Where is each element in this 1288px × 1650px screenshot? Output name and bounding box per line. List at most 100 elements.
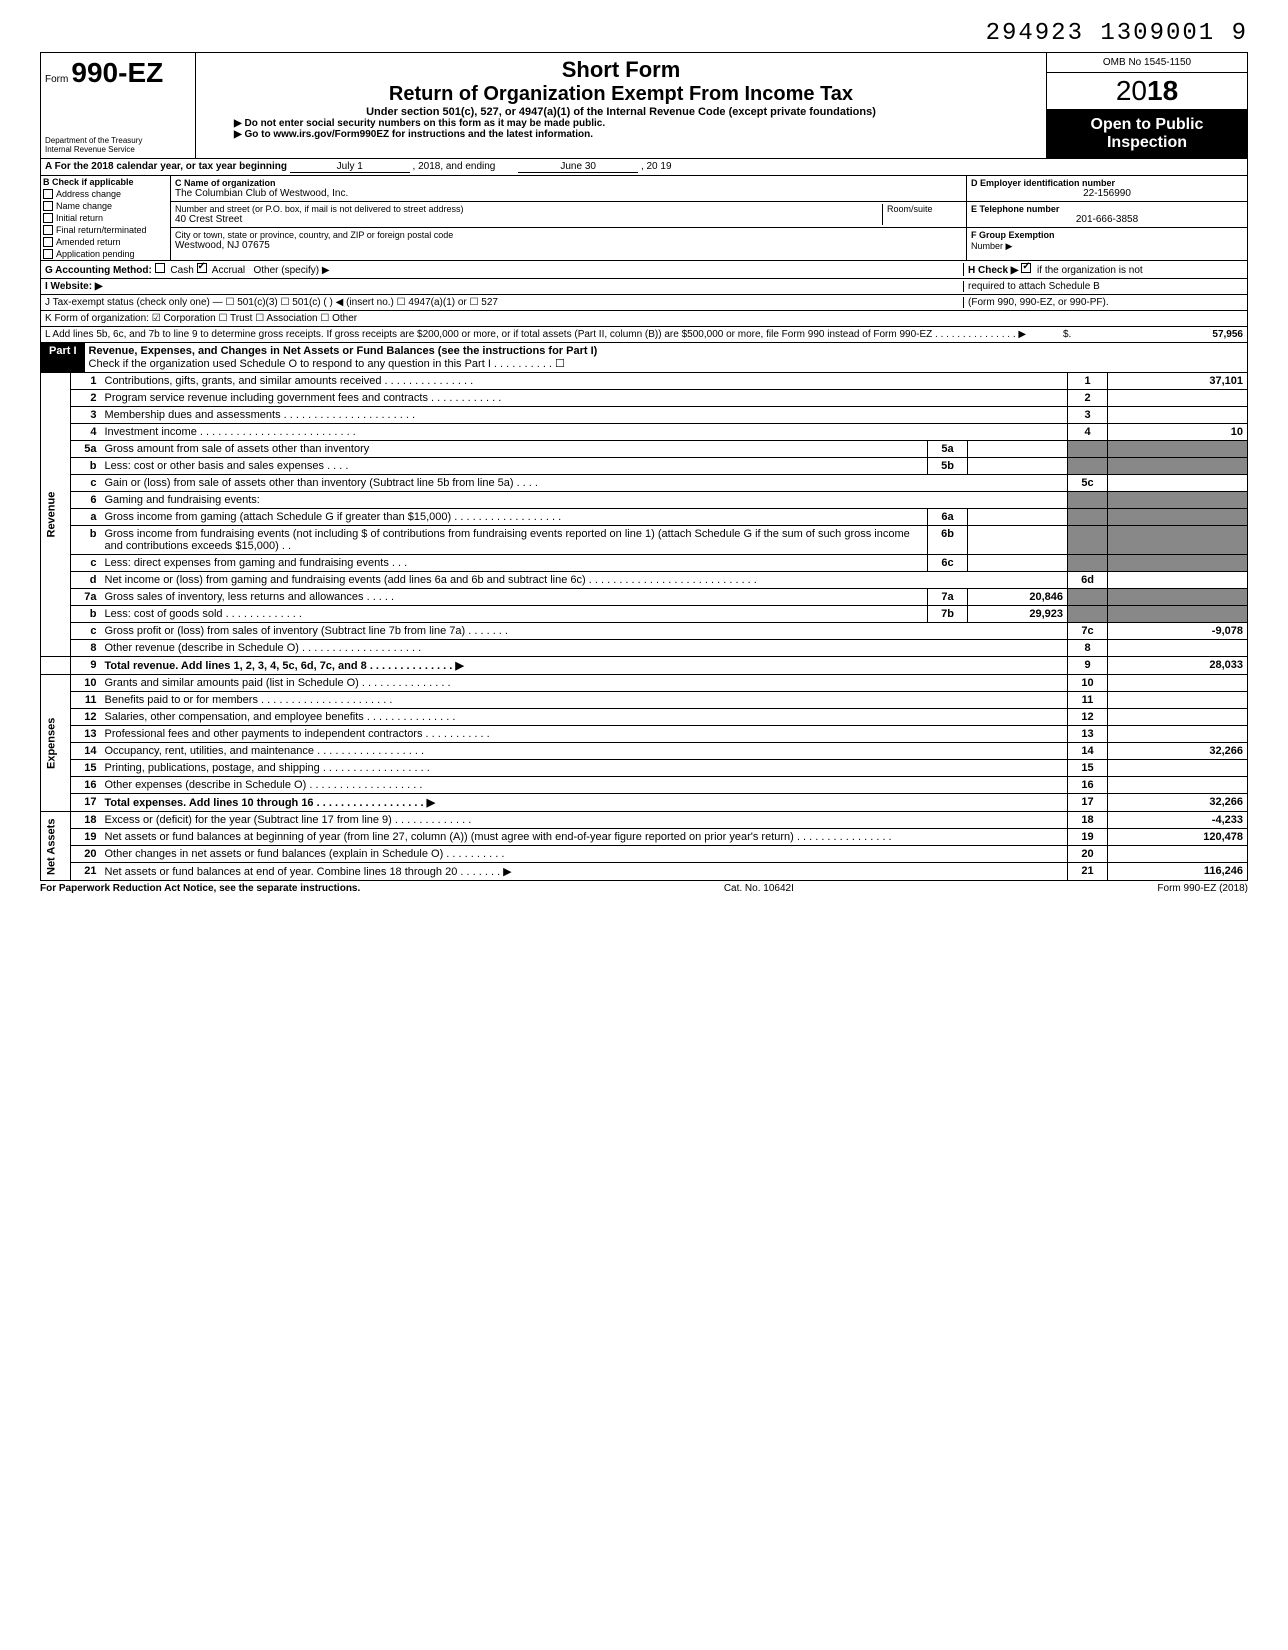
footer-mid: Cat. No. 10642I [724,883,794,894]
room-label: Room/suite [887,204,962,214]
line-7b-subval: 29,923 [968,606,1068,623]
line-21-num: 21 [71,863,101,881]
line-15-rnum: 15 [1068,760,1108,777]
group-exemption-number: Number ▶ [971,241,1012,251]
line-6b-num: b [71,526,101,555]
line-18-rnum: 18 [1068,812,1108,829]
line-20-val [1108,846,1248,863]
line-14-val: 32,266 [1108,743,1248,760]
tax-exempt-status: J Tax-exempt status (check only one) — ☐… [45,297,963,308]
line-17-rnum: 17 [1068,794,1108,812]
title-cell: Short Form Return of Organization Exempt… [196,53,1047,158]
part-1-check: Check if the organization used Schedule … [89,358,565,370]
check-final-return[interactable]: Final return/terminated [41,224,170,236]
line-6a-num: a [71,509,101,526]
open-public-2: Inspection [1053,134,1241,152]
part-1-label: Part I [41,343,85,372]
line-21-rnum: 21 [1068,863,1108,881]
row-i-h2: I Website: ▶ required to attach Schedule… [40,279,1248,295]
right-header: OMB No 1545-1150 2018 Open to Public Ins… [1047,53,1247,158]
row-g-h: G Accounting Method: Cash Accrual Other … [40,260,1248,279]
instruction-2: ▶ Go to www.irs.gov/Form990EZ for instru… [204,129,1038,140]
line-7c-rnum: 7c [1068,623,1108,640]
check-label: Amended return [56,237,121,247]
website-label: I Website: ▶ [45,281,963,292]
line-5c-num: c [71,475,101,492]
check-address-change[interactable]: Address change [41,188,170,200]
line-6-desc: Gaming and fundraising events: [101,492,1068,509]
line-18-desc: Excess or (deficit) for the year (Subtra… [101,812,1068,829]
check-label: Final return/terminated [56,225,147,235]
line-5a-subval [968,441,1068,458]
line-21-val: 116,246 [1108,863,1248,881]
line-5c-rnum: 5c [1068,475,1108,492]
cash-checkbox[interactable] [155,263,165,273]
check-amended-return[interactable]: Amended return [41,236,170,248]
line-6c-desc: Less: direct expenses from gaming and fu… [101,555,928,572]
grey-7b [1068,606,1108,623]
check-name-change[interactable]: Name change [41,200,170,212]
line-5a-desc: Gross amount from sale of assets other t… [101,441,928,458]
dept-treasury: Department of the Treasury [45,136,191,145]
line-2-desc: Program service revenue including govern… [101,390,1068,407]
year-prefix: 20 [1116,75,1147,106]
line-16-rnum: 16 [1068,777,1108,794]
line-3-num: 3 [71,407,101,424]
line-6-num: 6 [71,492,101,509]
cash-label: Cash [170,265,193,276]
line-8-desc: Other revenue (describe in Schedule O) .… [101,640,1068,657]
grey-5a [1068,441,1108,458]
line-15-desc: Printing, publications, postage, and shi… [101,760,1068,777]
ein-label: D Employer identification number [971,178,1243,188]
line-9-val: 28,033 [1108,657,1248,675]
city-label: City or town, state or province, country… [175,230,962,240]
grey-6c-val [1108,555,1248,572]
form-prefix: Form [45,74,68,85]
expenses-label: Expenses [41,675,71,812]
row-a-end: June 30 [518,161,638,173]
line-12-rnum: 12 [1068,709,1108,726]
form-of-org: K Form of organization: ☑ Corporation ☐ … [45,313,357,324]
line-2-val [1108,390,1248,407]
line-9-desc: Total revenue. Add lines 1, 2, 3, 4, 5c,… [101,657,1068,675]
line-11-rnum: 11 [1068,692,1108,709]
form-number: 990-EZ [71,57,163,88]
grey-5a-val [1108,441,1248,458]
org-name-label: C Name of organization [175,178,962,188]
line-16-val [1108,777,1248,794]
top-number: 294923 1309001 9 [40,20,1248,47]
line-7a-num: 7a [71,589,101,606]
line-6b-desc: Gross income from fundraising events (no… [101,526,928,555]
line-6c-num: c [71,555,101,572]
line-12-val [1108,709,1248,726]
grey-5b [1068,458,1108,475]
h-check-label: H Check ▶ [968,265,1018,276]
check-initial-return[interactable]: Initial return [41,212,170,224]
line-11-num: 11 [71,692,101,709]
accrual-checkbox[interactable] [197,263,207,273]
line-15-num: 15 [71,760,101,777]
line-10-val [1108,675,1248,692]
h-checkbox[interactable] [1021,263,1031,273]
line-6d-val [1108,572,1248,589]
line-20-desc: Other changes in net assets or fund bala… [101,846,1068,863]
addr-value: 40 Crest Street [175,214,882,225]
org-name-row: C Name of organization The Columbian Clu… [171,176,966,202]
check-application-pending[interactable]: Application pending [41,248,170,260]
line-6d-desc: Net income or (loss) from gaming and fun… [101,572,1068,589]
line-5b-subval [968,458,1068,475]
other-label: Other (specify) ▶ [253,265,329,276]
row-a-begin: July 1 [290,161,410,173]
check-label: Name change [56,201,112,211]
line-8-val [1108,640,1248,657]
check-label: Application pending [56,249,135,259]
line-13-desc: Professional fees and other payments to … [101,726,1068,743]
line-5a-sub: 5a [928,441,968,458]
line-16-num: 16 [71,777,101,794]
line-5b-num: b [71,458,101,475]
line-14-num: 14 [71,743,101,760]
line-7c-num: c [71,623,101,640]
header-row: Form 990-EZ Department of the Treasury I… [40,52,1248,159]
grey-6a [1068,509,1108,526]
line-7b-num: b [71,606,101,623]
